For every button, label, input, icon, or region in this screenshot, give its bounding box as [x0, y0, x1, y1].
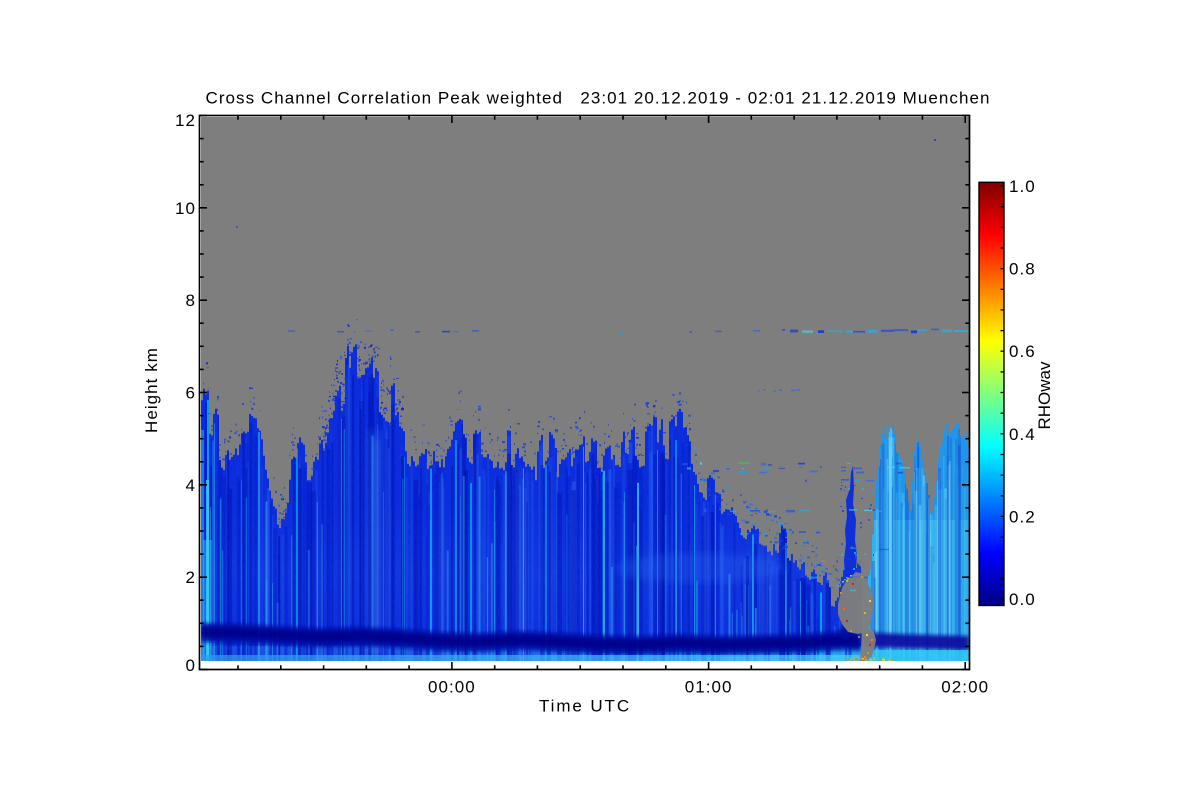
svg-text:Time UTC: Time UTC	[539, 697, 631, 716]
svg-text:02:00: 02:00	[941, 678, 989, 697]
svg-text:Cross Channel Correlation Peak: Cross Channel Correlation Peak weighted …	[206, 89, 991, 108]
svg-text:0.4: 0.4	[1009, 425, 1036, 444]
svg-text:10: 10	[175, 199, 196, 218]
svg-text:00:00: 00:00	[428, 678, 476, 697]
svg-text:6: 6	[185, 384, 196, 403]
svg-text:12: 12	[175, 111, 196, 130]
svg-text:0.2: 0.2	[1009, 507, 1036, 526]
svg-text:Height km: Height km	[142, 347, 161, 433]
svg-text:0.0: 0.0	[1009, 590, 1036, 609]
svg-text:0.8: 0.8	[1009, 260, 1036, 279]
svg-text:01:00: 01:00	[685, 678, 733, 697]
svg-text:8: 8	[185, 291, 196, 310]
svg-text:1.0: 1.0	[1009, 177, 1036, 196]
svg-text:0: 0	[185, 656, 196, 675]
svg-text:0.6: 0.6	[1009, 342, 1036, 361]
svg-text:2: 2	[185, 568, 196, 587]
svg-text:4: 4	[185, 476, 196, 495]
svg-text:RHOwav: RHOwav	[1035, 361, 1054, 430]
